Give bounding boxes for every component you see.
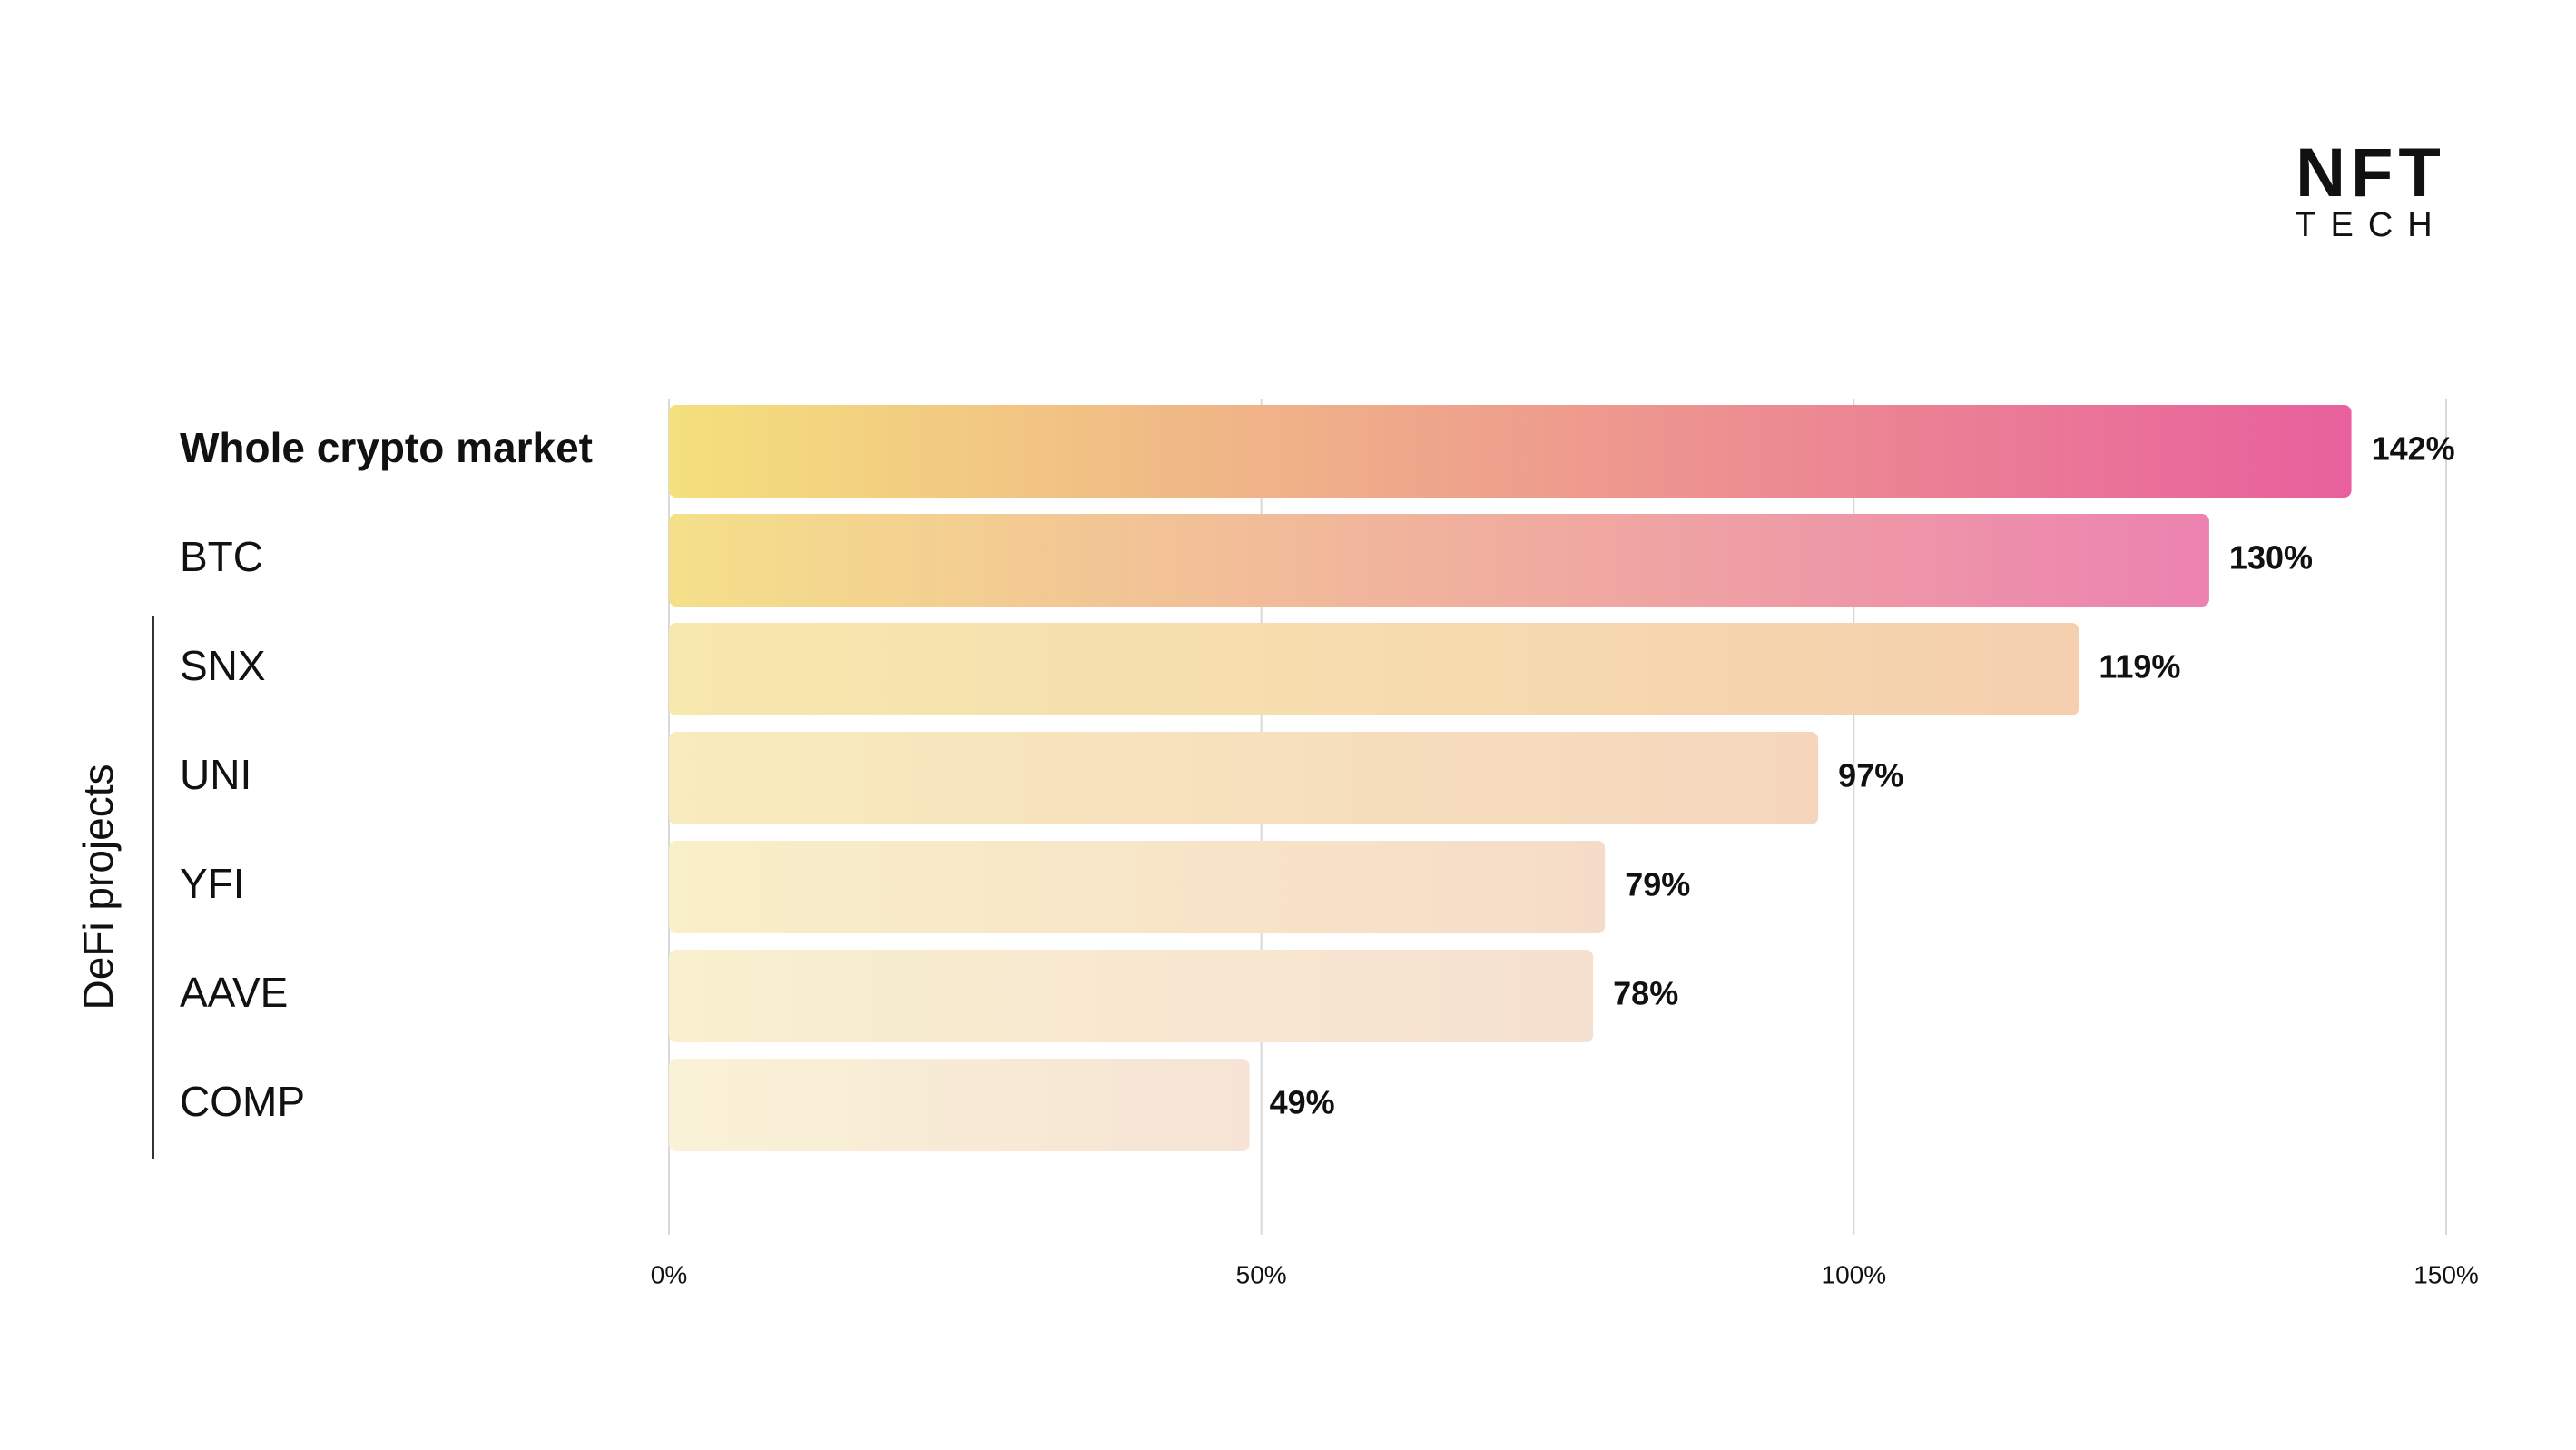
- bar: [669, 950, 1594, 1042]
- x-tick-label: 50%: [1236, 1260, 1287, 1288]
- category-label: SNX: [180, 642, 266, 689]
- category-label: BTC: [180, 533, 263, 580]
- bar: [669, 841, 1606, 933]
- category-label: AAVE: [180, 969, 288, 1016]
- bar: [669, 1059, 1250, 1151]
- category-label: UNI: [180, 751, 251, 798]
- value-label: 130%: [2229, 539, 2313, 577]
- bar: [669, 405, 2352, 498]
- group-label: DeFi projects: [74, 764, 122, 1011]
- category-label: YFI: [180, 860, 245, 907]
- bar: [669, 514, 2209, 607]
- value-label: 78%: [1613, 975, 1678, 1012]
- logo-title: NFT: [2296, 134, 2446, 212]
- x-tick-label: 100%: [1822, 1260, 1887, 1288]
- value-label: 49%: [1270, 1084, 1335, 1121]
- value-label: 119%: [2099, 648, 2180, 686]
- category-label: Whole crypto market: [180, 424, 593, 471]
- value-label: 97%: [1838, 757, 1903, 794]
- value-label: 79%: [1625, 866, 1690, 903]
- logo-subtitle: TECH: [2295, 206, 2446, 244]
- value-label: 142%: [2372, 430, 2455, 468]
- bar: [669, 732, 1819, 824]
- x-tick-label: 0%: [651, 1260, 687, 1288]
- x-tick-label: 150%: [2414, 1260, 2479, 1288]
- bar: [669, 623, 2079, 715]
- category-label: COMP: [180, 1078, 305, 1125]
